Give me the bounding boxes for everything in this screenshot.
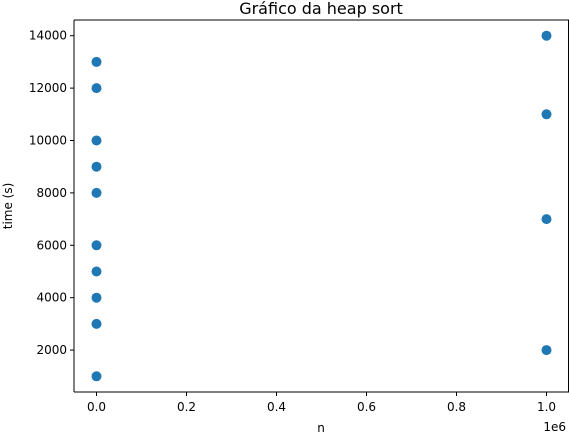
data-point xyxy=(541,109,552,120)
y-tick-label: 6000 xyxy=(36,238,67,252)
y-tick-label: 4000 xyxy=(36,291,67,305)
x-tick-label: 0.2 xyxy=(177,400,196,414)
data-point xyxy=(541,30,552,41)
x-tick-label: 1.0 xyxy=(537,400,556,414)
y-tick-label: 10000 xyxy=(29,134,67,148)
data-point xyxy=(91,240,102,251)
x-axis-offset-label: 1e6 xyxy=(543,420,566,434)
data-point xyxy=(91,266,102,277)
x-axis-label: n xyxy=(317,421,325,435)
data-point xyxy=(91,318,102,329)
y-tick-label: 14000 xyxy=(29,29,67,43)
chart-title: Gráfico da heap sort xyxy=(239,0,403,18)
data-point xyxy=(541,214,552,225)
y-tick-label: 2000 xyxy=(36,343,67,357)
x-axis-ticks: 0.0 0.2 0.4 0.6 0.8 1.0 xyxy=(87,392,556,414)
data-points xyxy=(91,30,552,382)
x-tick-label: 0.6 xyxy=(357,400,376,414)
x-tick-label: 0.8 xyxy=(447,400,466,414)
y-tick-label: 8000 xyxy=(36,186,67,200)
y-axis-label: time (s) xyxy=(1,183,15,230)
data-point xyxy=(91,83,102,94)
x-tick-label: 0.0 xyxy=(87,400,106,414)
x-tick-label: 0.4 xyxy=(267,400,286,414)
data-point xyxy=(91,161,102,172)
data-point xyxy=(541,345,552,356)
data-point xyxy=(91,135,102,146)
plot-area: 0.0 0.2 0.4 0.6 0.8 1.0 2000 4000 6000 8000 10000… xyxy=(29,19,569,414)
data-point xyxy=(91,371,102,382)
plot-background xyxy=(74,20,569,392)
y-axis-ticks: 2000 4000 6000 8000 10000 12000 14000 xyxy=(29,29,74,357)
data-point xyxy=(91,56,102,67)
y-tick-label: 12000 xyxy=(29,81,67,95)
data-point xyxy=(91,187,102,198)
data-point xyxy=(91,292,102,303)
